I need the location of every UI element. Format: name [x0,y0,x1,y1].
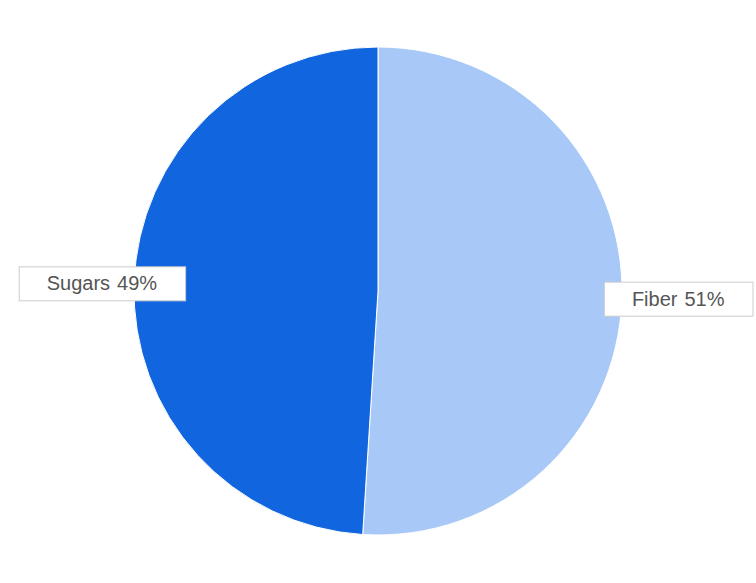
label-category: Sugars [47,272,110,294]
data-labels: Fiber 51% Sugars 49% [19,267,753,316]
data-label: Sugars 49% [19,267,185,301]
label-box [19,267,185,301]
data-label: Fiber 51% [604,282,753,316]
pie-slice [363,47,622,535]
chart-container: Fiber 51% Sugars 49% [0,0,756,583]
label-category: Fiber [632,288,678,310]
label-value: 51% [684,288,724,310]
label-box [604,282,753,316]
chart-svg: Fiber 51% Sugars 49% [0,0,756,583]
pie [134,47,622,535]
data-label-text: Sugars 49% [47,272,158,294]
data-label-text: Fiber 51% [632,288,725,310]
label-value: 49% [117,272,157,294]
